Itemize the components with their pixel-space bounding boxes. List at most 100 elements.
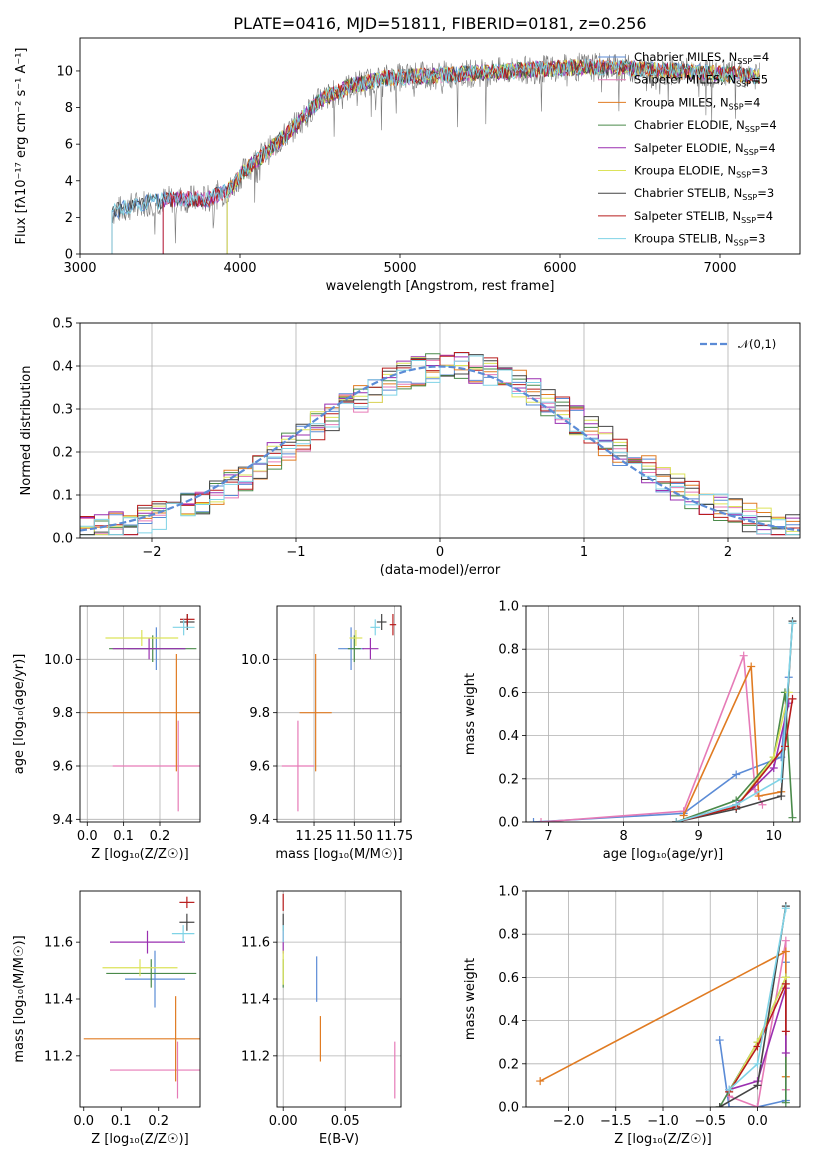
spectrum-x-tick-label: 5000 bbox=[383, 261, 416, 276]
age-vs-Z-x-tick-label: 0.2 bbox=[150, 829, 171, 844]
residuals-y-tick-label: 0.1 bbox=[52, 489, 73, 504]
residuals-y-tick-label: 0.0 bbox=[52, 532, 73, 547]
mass-weight-marker bbox=[788, 813, 797, 822]
mass-vs-ebv-frame bbox=[276, 890, 402, 1108]
legend-label: Kroupa STELIB, NSSP=3 bbox=[634, 232, 765, 248]
mass-weight-marker bbox=[537, 818, 546, 822]
mass-weight-line bbox=[540, 655, 764, 822]
residuals-y-axis-label: Normed distribution bbox=[19, 366, 34, 496]
model-spectrum-line bbox=[162, 58, 761, 254]
mass-vs-Z-errorbars bbox=[83, 896, 200, 1099]
residuals-x-tick-label: 2 bbox=[724, 545, 732, 560]
mass-weight-marker bbox=[780, 742, 789, 751]
mass-weight-vs-Z-y-tick-label: 0.0 bbox=[498, 1101, 519, 1116]
mass-weight-vs-Z-y-tick-label: 0.6 bbox=[498, 971, 519, 986]
age-vs-mass-x-axis-label: mass [log₁₀(M/M☉)] bbox=[275, 847, 402, 862]
mass-weight-vs-Z-lines bbox=[536, 902, 790, 1107]
spectrum-x-tick-label: 3000 bbox=[63, 261, 96, 276]
spectrum-y-tick-label: 10 bbox=[56, 64, 73, 79]
mass-weight-marker bbox=[715, 1036, 724, 1045]
residuals-y-tick-label: 0.5 bbox=[52, 317, 73, 332]
mass-weight-marker bbox=[781, 979, 790, 988]
mass-vs-Z-x-axis-label: Z [log₁₀(Z/Z☉)] bbox=[91, 1132, 188, 1147]
mass-vs-Z-y-axis-label: mass [log₁₀(M/M☉)] bbox=[12, 935, 27, 1062]
mass-weight-marker bbox=[753, 1059, 762, 1068]
mass-weight-marker bbox=[732, 770, 741, 779]
age-vs-Z-y-tick-label: 9.4 bbox=[52, 813, 73, 828]
residuals-y-tick-label: 0.2 bbox=[52, 446, 73, 461]
mass-vs-Z-x-tick-label: 0.1 bbox=[111, 1114, 132, 1129]
legend-label: Kroupa MILES, NSSP=4 bbox=[634, 95, 760, 111]
model-spectrum-line bbox=[162, 58, 761, 254]
legend-label: Kroupa ELODIE, NSSP=3 bbox=[634, 164, 768, 180]
mass-vs-ebv-y-tick-label: 11.2 bbox=[241, 1049, 270, 1064]
age-vs-mass-frame bbox=[276, 605, 402, 823]
age-vs-mass-y-tick-label: 9.8 bbox=[249, 706, 270, 721]
mass-weight-vs-Z-x-tick-label: −1.0 bbox=[647, 1114, 679, 1129]
mass-weight-vs-Z-y-axis-label: mass weight bbox=[463, 958, 478, 1040]
mass-weight-vs-Z-x-axis-label: Z [log₁₀(Z/Z☉)] bbox=[614, 1132, 711, 1147]
spectrum-x-tick-label: 7000 bbox=[703, 261, 736, 276]
gaussian-curve bbox=[80, 365, 800, 532]
spectrum-y-tick-label: 6 bbox=[65, 138, 73, 153]
mass-weight-marker bbox=[781, 947, 790, 956]
mass-weight-marker bbox=[777, 792, 786, 801]
age-vs-Z-y-tick-label: 9.6 bbox=[52, 760, 73, 775]
mass-weight-vs-age-y-tick-label: 0.0 bbox=[498, 816, 519, 831]
spectrum-lines bbox=[111, 52, 761, 254]
age-vs-Z-y-axis-label: age [log₁₀(age/yr)] bbox=[12, 654, 27, 775]
mass-vs-ebv-y-tick-label: 11.4 bbox=[241, 993, 270, 1008]
mass-weight-vs-Z-y-tick-label: 0.8 bbox=[498, 928, 519, 943]
spectrum-panel: 3000 4000 5000 6000 7000 0 2 4 6 8 10 wavelength [A… bbox=[14, 37, 801, 294]
mass-vs-metallicity-panel: 0.0 0.1 0.2 11.2 11.4 11.6 Z [log₁₀(Z/Z☉)] mass… bbox=[12, 890, 201, 1147]
age-vs-mass-errorbars bbox=[281, 614, 397, 812]
spectrum-y-tick-label: 4 bbox=[65, 174, 73, 189]
age-vs-mass-y-tick-label: 9.4 bbox=[249, 813, 270, 828]
mass-vs-Z-x-tick-label: 0.2 bbox=[148, 1114, 169, 1129]
mass-weight-vs-age-x-axis-label: age [log₁₀(age/yr)] bbox=[603, 847, 724, 862]
residuals-y-tick-label: 0.4 bbox=[52, 360, 73, 375]
mass-weight-marker bbox=[753, 1081, 762, 1090]
mass-weight-marker bbox=[747, 662, 756, 671]
mass-vs-Z-y-tick-label: 11.2 bbox=[44, 1049, 73, 1064]
mass-vs-ebv-x-tick-label: 0.05 bbox=[331, 1114, 360, 1129]
mass-weight-line bbox=[675, 623, 794, 822]
residuals-x-tick-label: −1 bbox=[286, 545, 305, 560]
mass-vs-ebv-y-tick-label: 11.6 bbox=[241, 936, 270, 951]
age-vs-Z-x-tick-label: 0.0 bbox=[77, 829, 98, 844]
mass-weight-marker bbox=[777, 774, 786, 783]
mass-weight-vs-age-panel: 7 8 9 10 0.0 0.2 0.4 0.6 0.8 1.0 age [log₁₀(age/yr… bbox=[463, 600, 801, 862]
mass-weight-vs-age-y-tick-label: 0.2 bbox=[498, 772, 519, 787]
mass-weight-vs-Z-y-tick-label: 0.4 bbox=[498, 1014, 519, 1029]
mass-weight-marker bbox=[781, 936, 790, 945]
age-vs-mass-x-tick-label: 11.50 bbox=[336, 829, 373, 844]
mass-weight-marker bbox=[781, 1049, 790, 1057]
mass-weight-vs-age-y-tick-label: 0.4 bbox=[498, 729, 519, 744]
legend-label: Salpeter MILES, NSSP=5 bbox=[634, 73, 768, 89]
mass-vs-ebv-x-tick-label: 0.00 bbox=[269, 1114, 298, 1129]
spectrum-y-tick-label: 0 bbox=[65, 248, 73, 263]
residual-histogram-panel: −2 −1 0 1 2 0.0 0.1 0.2 0.3 0.4 0.5 (data-model)/er… bbox=[19, 317, 801, 578]
age-vs-mass-x-tick-label: 11.75 bbox=[376, 829, 413, 844]
figure-title: PLATE=0416, MJD=51811, FIBERID=0181, z=0… bbox=[233, 14, 646, 33]
mass-weight-vs-metallicity-panel: −2.0 −1.5 −1.0 −0.5 0.0 0.0 0.2 0.4 0.6 0.8 1.0 Z [… bbox=[463, 885, 801, 1147]
legend-label: Salpeter STELIB, NSSP=4 bbox=[634, 209, 773, 225]
mass-weight-marker bbox=[781, 1098, 790, 1107]
mass-weight-vs-age-x-tick-label: 9 bbox=[695, 829, 703, 844]
mass-weight-marker bbox=[781, 904, 790, 913]
mass-weight-vs-Z-x-tick-label: 0.0 bbox=[747, 1114, 768, 1129]
mass-weight-marker bbox=[788, 694, 797, 703]
age-vs-Z-y-tick-label: 9.8 bbox=[52, 706, 73, 721]
residuals-frame bbox=[79, 322, 801, 539]
age-vs-mass-y-tick-label: 9.6 bbox=[249, 760, 270, 775]
spectrum-x-axis-label: wavelength [Angstrom, rest frame] bbox=[326, 279, 555, 294]
mass-weight-line bbox=[675, 698, 794, 822]
mass-weight-vs-age-frame bbox=[525, 605, 801, 823]
mass-weight-line bbox=[682, 666, 782, 816]
mass-vs-ebv-x-axis-label: E(B-V) bbox=[319, 1132, 359, 1147]
spectrum-y-axis-label: Flux [fλ10⁻¹⁷ erg cm⁻² s⁻¹ A⁻¹] bbox=[14, 48, 29, 245]
legend-label: Salpeter ELODIE, NSSP=4 bbox=[634, 141, 776, 157]
mass-weight-vs-Z-x-tick-label: −2.0 bbox=[553, 1114, 585, 1129]
legend-label: Chabrier ELODIE, NSSP=4 bbox=[634, 118, 777, 134]
